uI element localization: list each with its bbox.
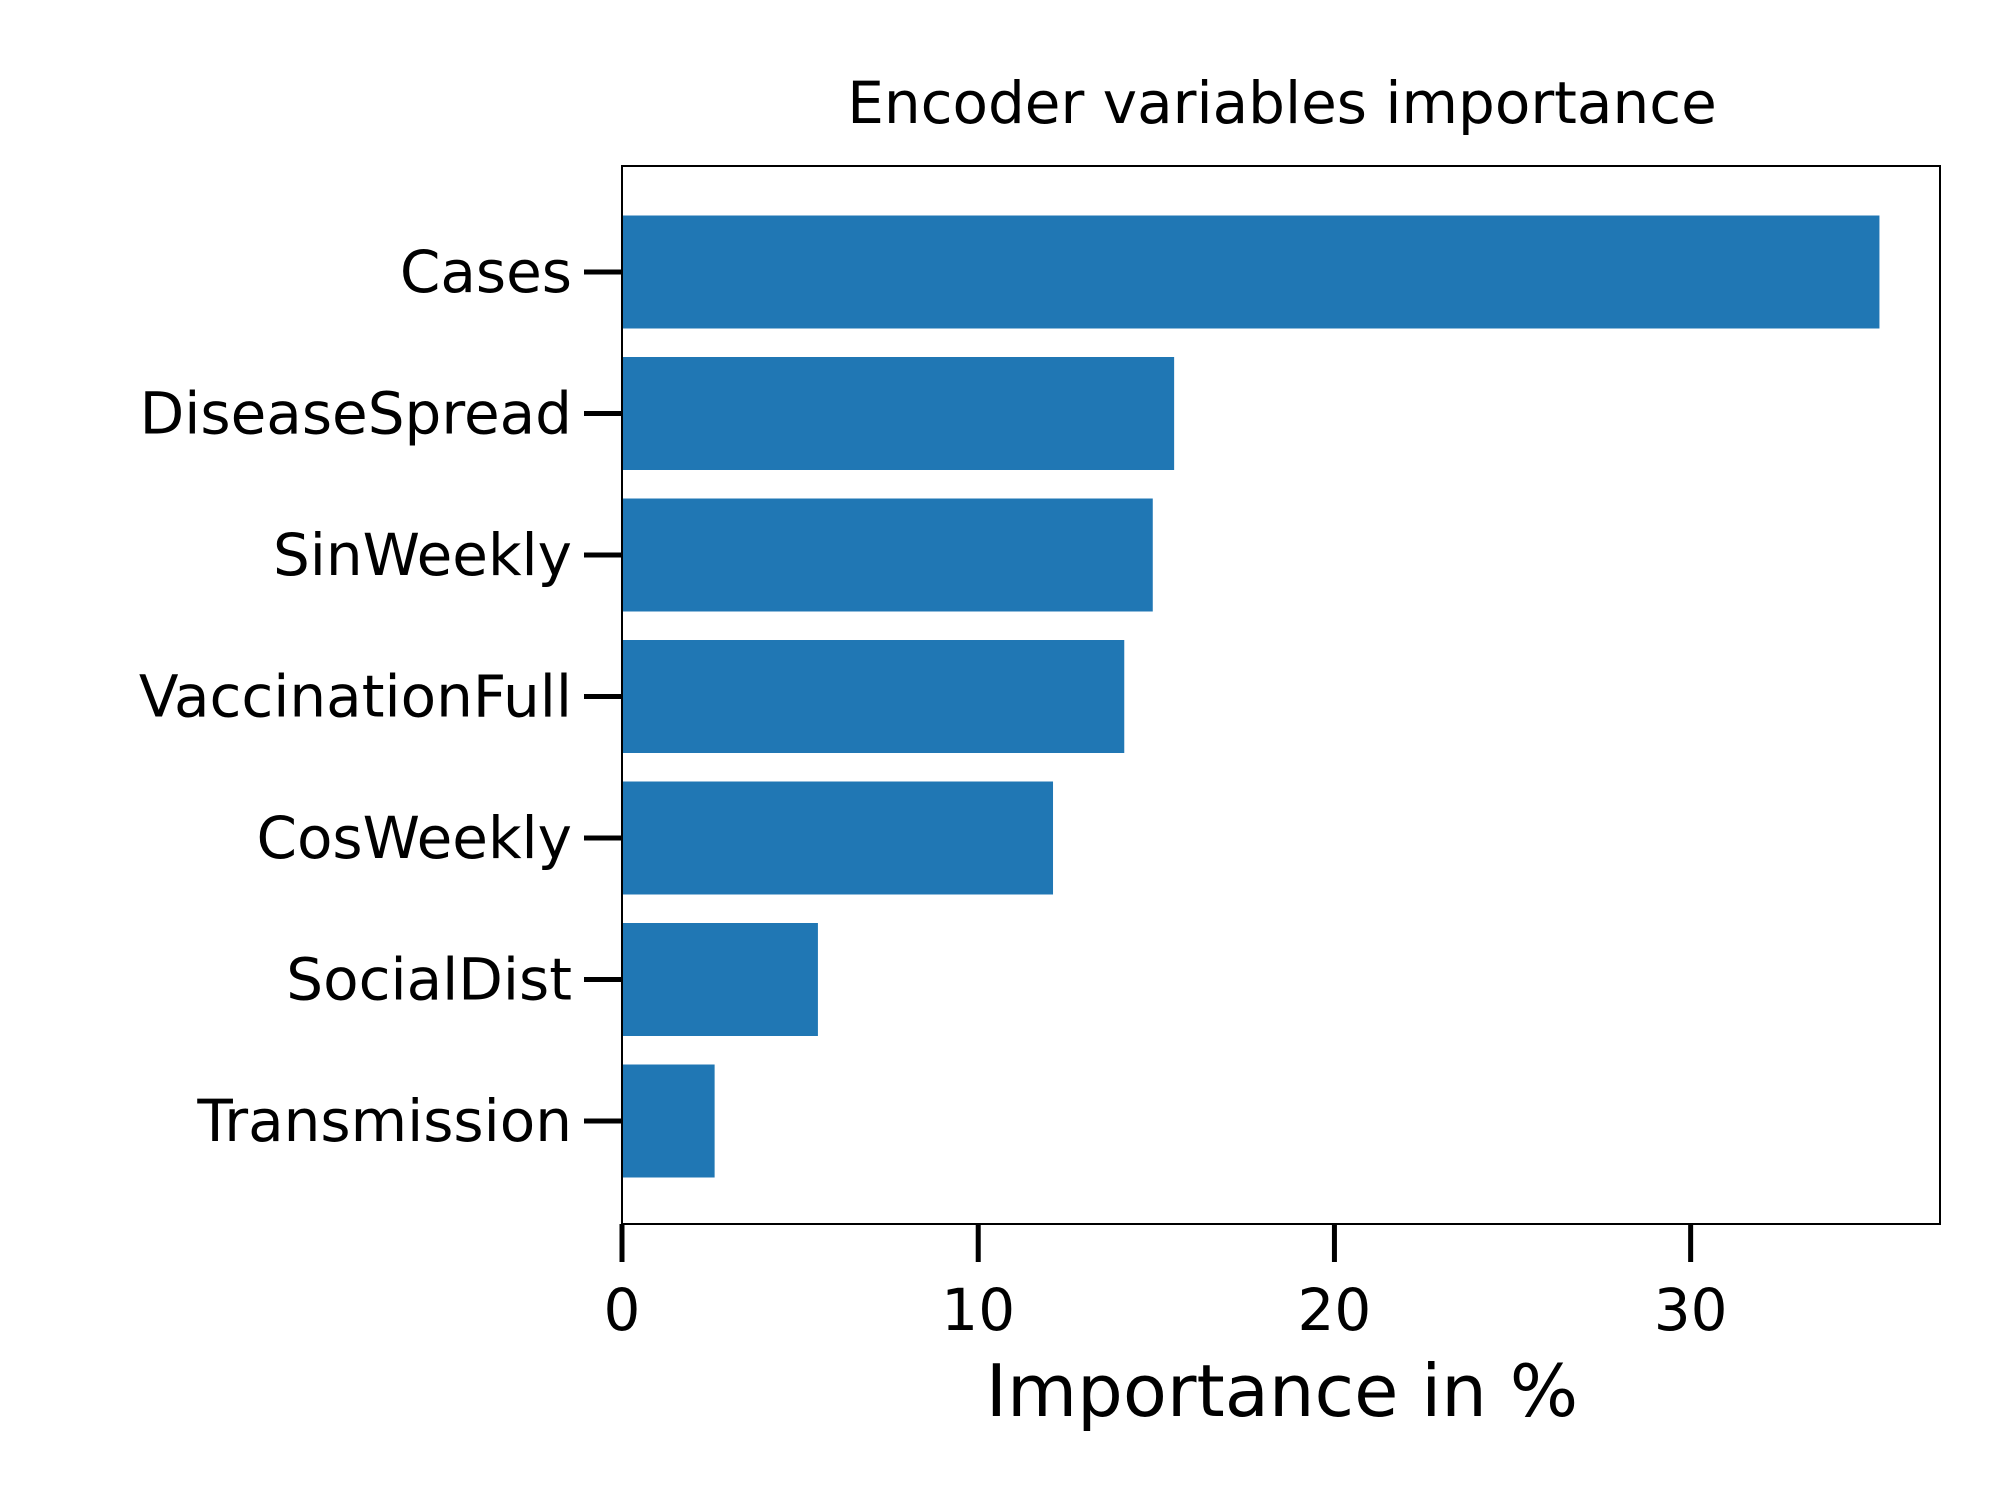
plot-frame: [621, 165, 1941, 1225]
y-tick-label-transmission: Transmission: [196, 1087, 572, 1155]
y-axis: Cases DiseaseSpread SinWeekly VaccinationFu…: [139, 238, 622, 1155]
bar-vaccinationfull: [622, 640, 1125, 753]
y-tick-label-sinweekly: SinWeekly: [273, 521, 572, 589]
x-tick-label-30: 30: [1654, 1276, 1728, 1344]
y-tick-label-vaccinationfull: VaccinationFull: [139, 663, 572, 731]
y-tick-label-cosweekly: CosWeekly: [256, 804, 572, 872]
x-tick-label-0: 0: [604, 1276, 641, 1344]
y-tick-label-diseasespread: DiseaseSpread: [140, 380, 572, 448]
bar-cases: [622, 215, 1880, 329]
bar-sinweekly: [622, 498, 1153, 612]
bar-transmission: [622, 1064, 715, 1178]
bars-group: [622, 215, 1880, 1178]
x-axis: 0 10 20 30: [604, 1224, 1728, 1344]
bar-cosweekly: [622, 781, 1054, 895]
bar-socialdist: [622, 923, 818, 1036]
bar-diseasespread: [622, 357, 1175, 470]
x-tick-label-10: 10: [941, 1276, 1015, 1344]
y-tick-label-socialdist: SocialDist: [286, 946, 572, 1014]
x-tick-label-20: 20: [1298, 1276, 1372, 1344]
x-axis-label: Importance in %: [986, 1349, 1578, 1433]
chart-title: Encoder variables importance: [847, 69, 1717, 137]
y-tick-label-cases: Cases: [400, 238, 572, 306]
